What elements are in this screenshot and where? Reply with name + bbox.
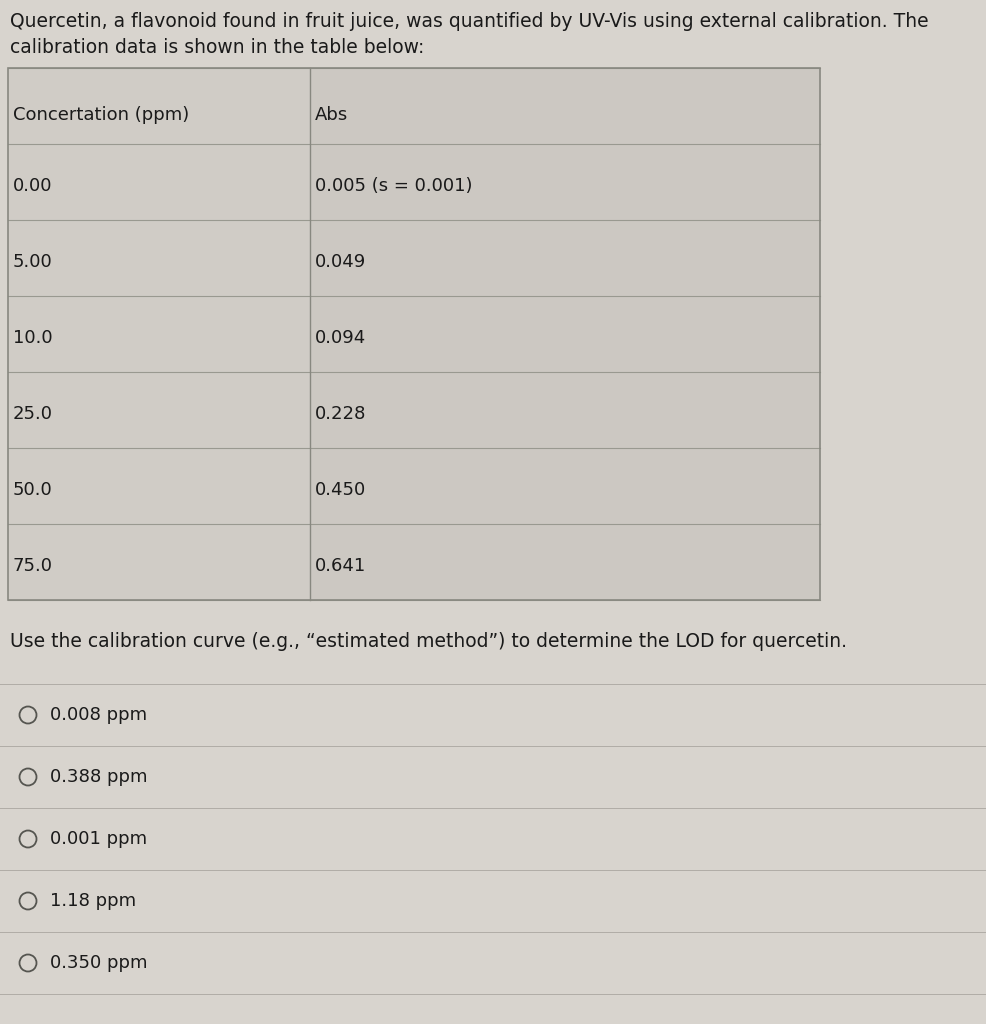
Bar [8,296,310,372]
Text: 0.641: 0.641 [315,557,366,574]
Bar [310,144,819,220]
Text: 10.0: 10.0 [13,329,52,347]
Text: 0.00: 0.00 [13,177,52,195]
Text: Quercetin, a flavonoid found in fruit juice, was quantified by UV-Vis using exte: Quercetin, a flavonoid found in fruit ju… [10,12,928,31]
Text: Concertation (ppm): Concertation (ppm) [13,106,189,124]
Bar [8,68,310,144]
Text: 0.049: 0.049 [315,253,366,270]
Bar [310,449,819,524]
Text: 50.0: 50.0 [13,481,52,499]
Text: 0.228: 0.228 [315,404,366,423]
Bar [8,220,310,296]
Bar [310,220,819,296]
Bar [8,68,819,600]
Bar [8,449,310,524]
Text: 0.350 ppm: 0.350 ppm [50,954,147,972]
Bar [310,296,819,372]
Bar [8,524,310,600]
Text: 0.388 ppm: 0.388 ppm [50,768,147,786]
Bar [8,372,310,449]
Text: Abs: Abs [315,106,348,124]
Text: 0.001 ppm: 0.001 ppm [50,830,147,848]
Text: 0.005 (s = 0.001): 0.005 (s = 0.001) [315,177,472,195]
Text: calibration data is shown in the table below:: calibration data is shown in the table b… [10,38,424,57]
Text: 1.18 ppm: 1.18 ppm [50,892,136,910]
Text: 25.0: 25.0 [13,404,53,423]
Bar [310,524,819,600]
Text: 5.00: 5.00 [13,253,52,270]
Text: 0.094: 0.094 [315,329,366,347]
Bar [310,68,819,144]
Bar [8,144,310,220]
Text: 0.450: 0.450 [315,481,366,499]
Text: 0.008 ppm: 0.008 ppm [50,706,147,724]
Text: 75.0: 75.0 [13,557,53,574]
Bar [310,372,819,449]
Text: Use the calibration curve (e.g., “estimated method”) to determine the LOD for qu: Use the calibration curve (e.g., “estima… [10,632,846,651]
